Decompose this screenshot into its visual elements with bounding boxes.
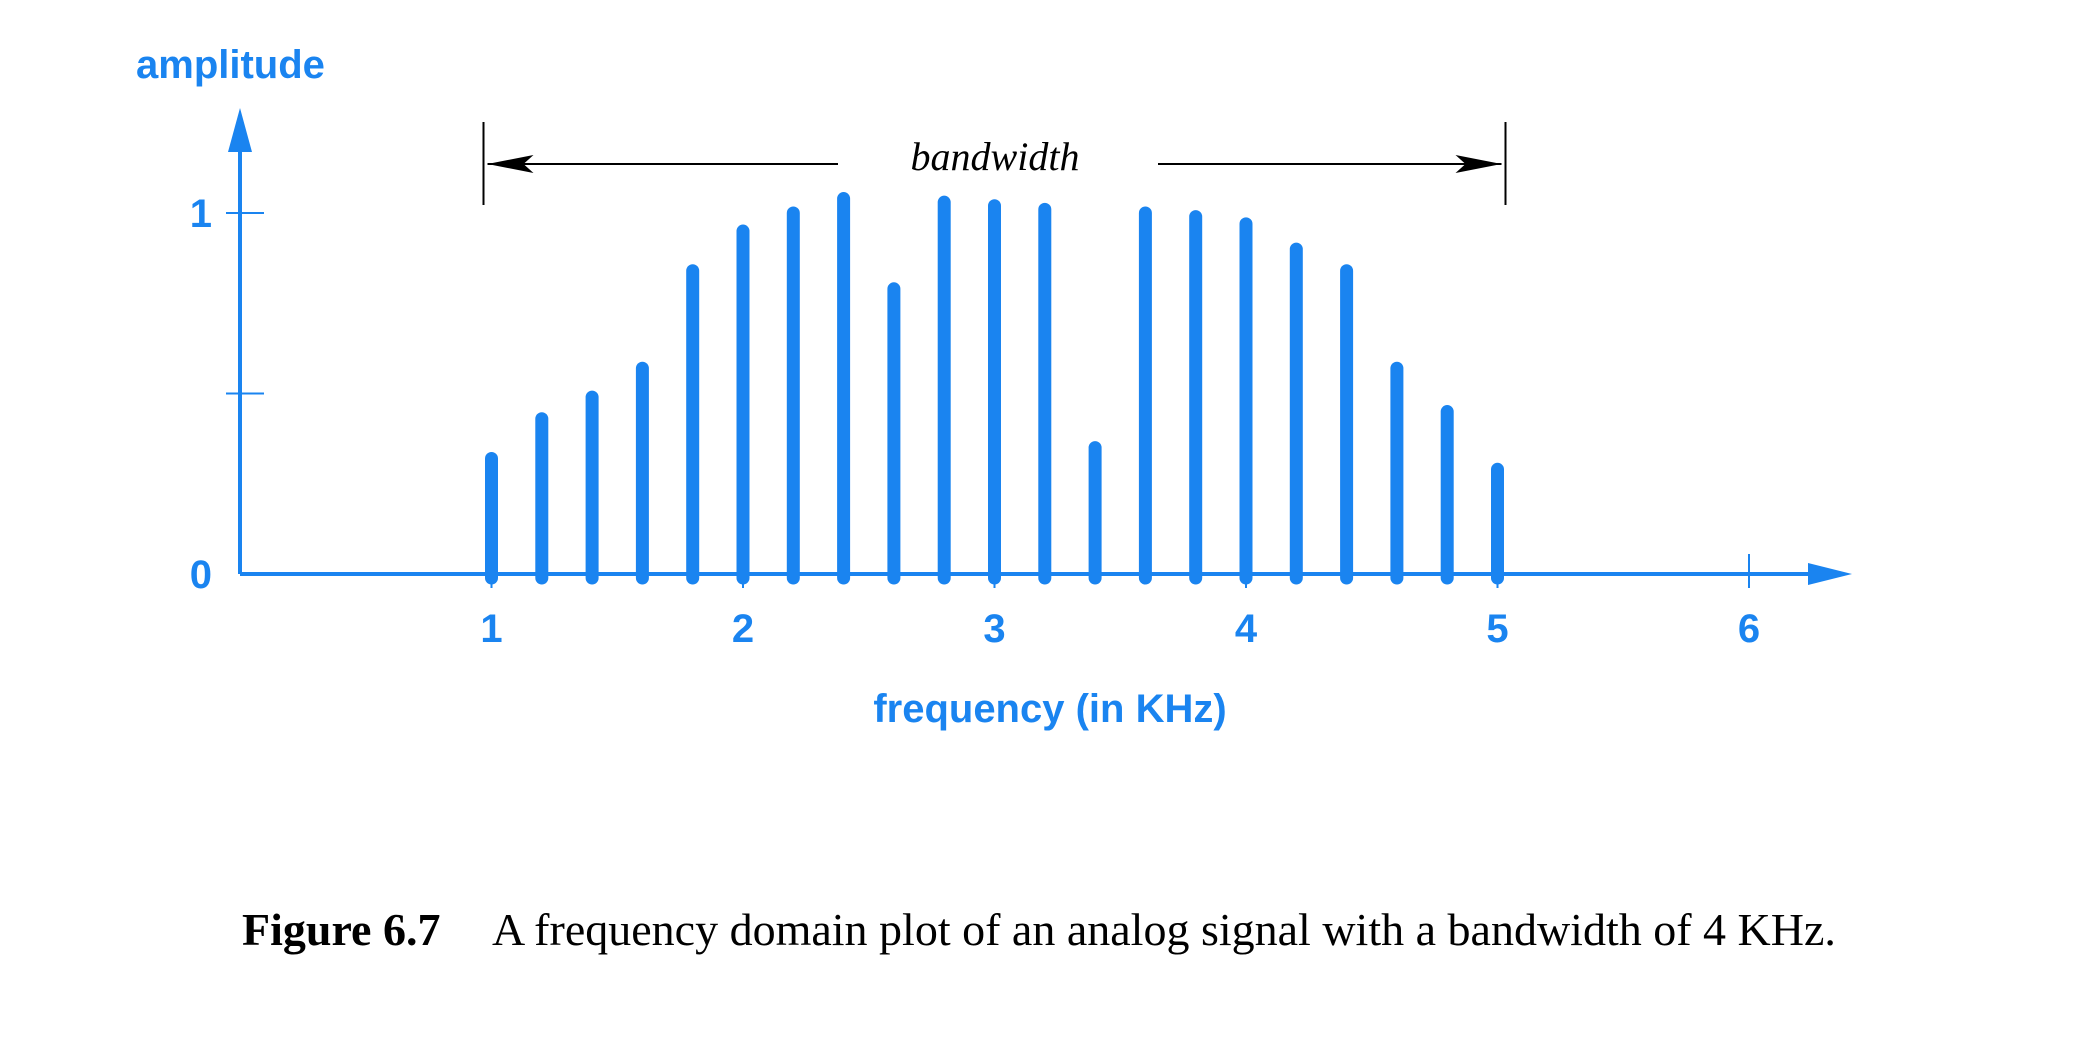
- tick-labels: 0 1 1 2 3 4 5 6: [190, 192, 1760, 651]
- bandwidth-annotation: bandwidth: [482, 122, 1507, 205]
- y-axis-arrow: [228, 108, 252, 152]
- x-axis-label: frequency (in KHz): [873, 687, 1226, 731]
- figure-caption: Figure 6.7 A frequency domain plot of an …: [242, 898, 1852, 962]
- y-tick-label: 1: [190, 192, 212, 236]
- x-tick-label: 3: [983, 607, 1005, 651]
- x-axis-arrow: [1808, 563, 1852, 585]
- x-tick-label: 1: [480, 607, 502, 651]
- figure-caption-text: A frequency domain plot of an analog sig…: [492, 904, 1836, 955]
- axes: [226, 108, 1852, 588]
- bandwidth-right-arrowhead: [1455, 155, 1502, 173]
- x-tick-label: 2: [732, 607, 754, 651]
- x-tick-label: 6: [1738, 607, 1760, 651]
- x-tick-label: 5: [1486, 607, 1508, 651]
- bandwidth-left-arrowhead: [487, 155, 534, 173]
- x-tick-label: 4: [1235, 607, 1258, 651]
- y-axis-label: amplitude: [136, 43, 325, 87]
- y-tick-label: 0: [190, 553, 212, 597]
- bandwidth-label: bandwidth: [911, 134, 1080, 179]
- amplitude-bars: [485, 192, 1504, 585]
- figure-number: Figure 6.7: [242, 904, 441, 955]
